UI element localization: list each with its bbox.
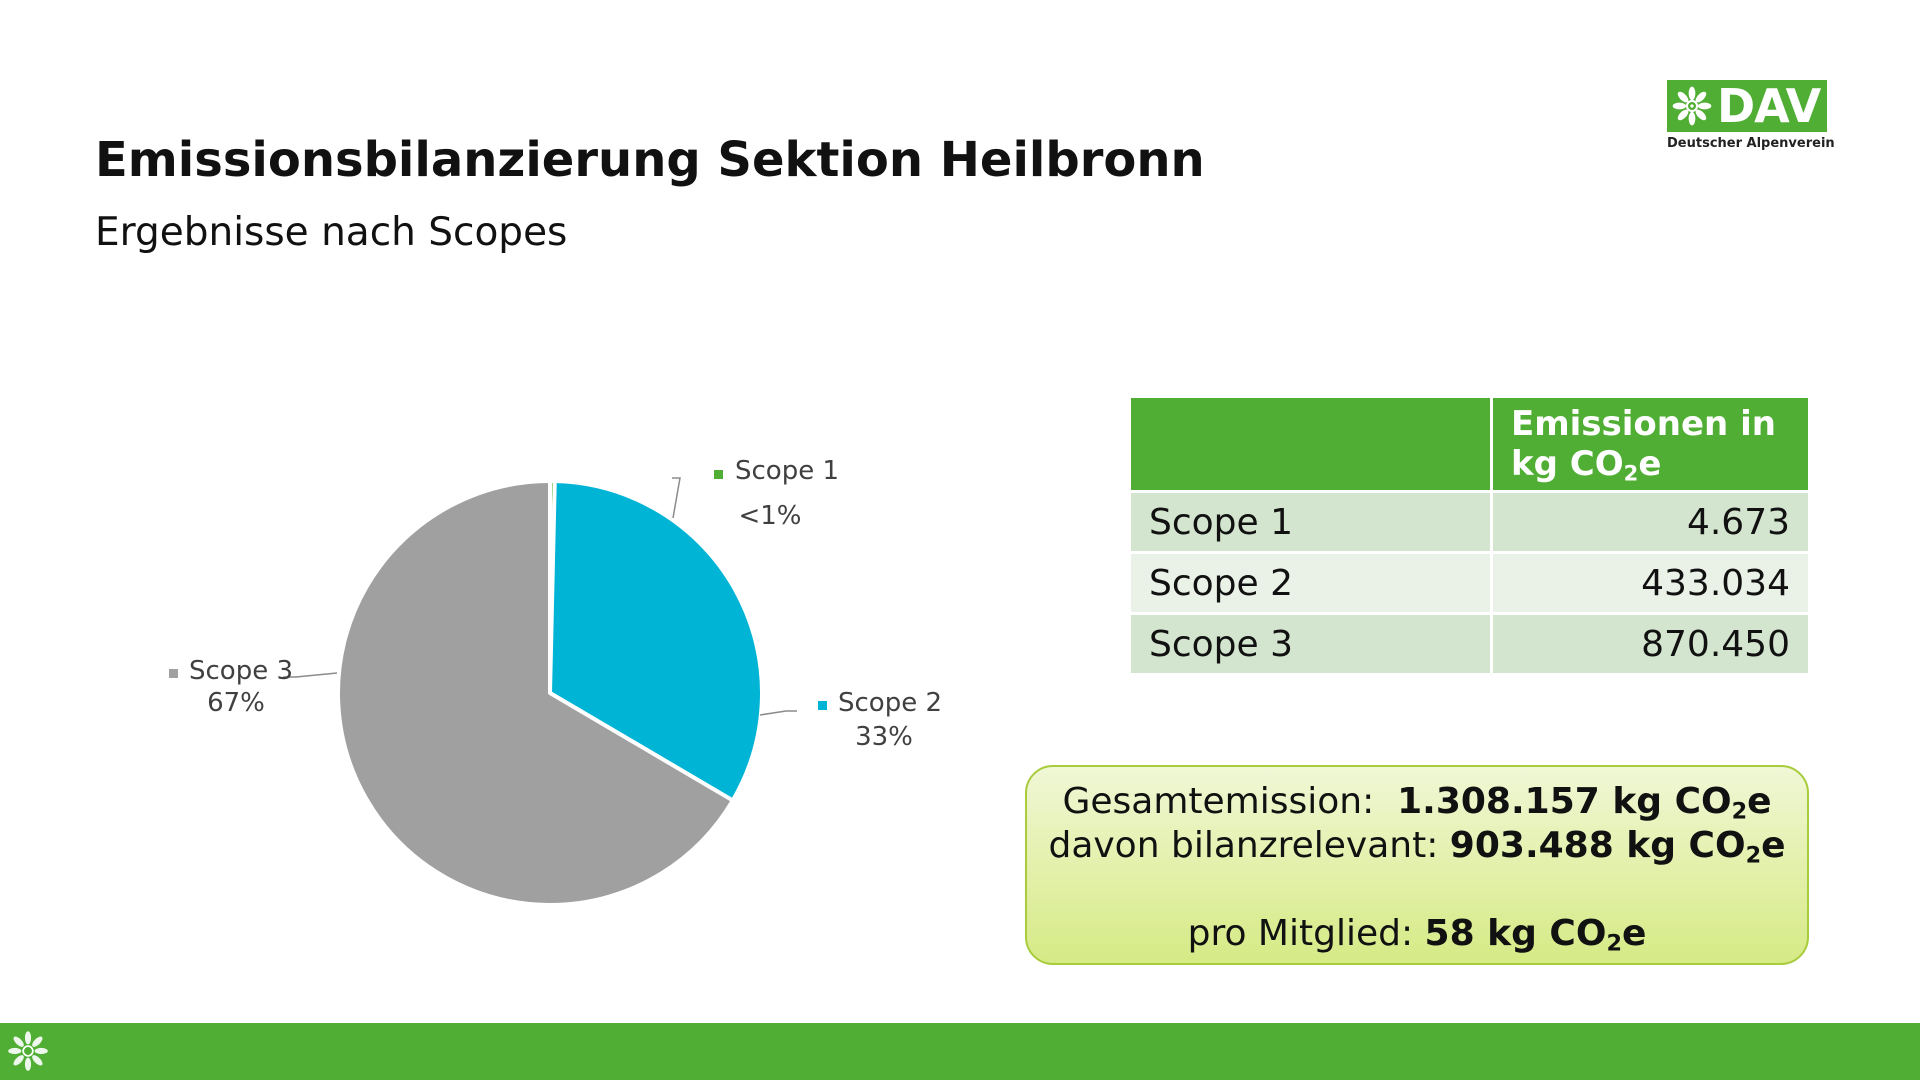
scope-pie-chart: Scope 1 <1% Scope 2 33% Scope 367% xyxy=(169,456,942,907)
slice-percent-label: <1% xyxy=(738,501,801,531)
summary-total-label: Gesamtemission: xyxy=(1062,781,1375,822)
summary-total-value: 1.308.157 kg CO2e xyxy=(1397,781,1772,825)
table-row: Scope 2 433.034 xyxy=(1128,551,1811,615)
table-row: Scope 3 870.450 xyxy=(1128,612,1811,676)
legend-marker xyxy=(818,701,827,710)
row-label: Scope 2 xyxy=(1128,551,1493,615)
table-header-empty xyxy=(1128,395,1493,493)
summary-member-label: pro Mitglied: xyxy=(1187,913,1414,954)
slide-title: Emissionsbilanzierung Sektion Heilbronn xyxy=(95,132,1205,188)
logo-tagline: Deutscher Alpenverein xyxy=(1667,136,1835,151)
summary-member-line: pro Mitglied: 58 kg CO2e xyxy=(1027,913,1807,957)
legend-marker xyxy=(169,669,178,678)
edelweiss-icon xyxy=(1672,86,1712,126)
dav-logo: DAV Deutscher Alpenverein xyxy=(1667,80,1835,151)
legend-marker xyxy=(714,470,723,479)
row-value: 870.450 xyxy=(1490,612,1811,676)
logo-badge: DAV xyxy=(1667,80,1827,132)
pie-slice-scope-3 xyxy=(336,479,735,907)
footer-bar xyxy=(0,1023,1920,1080)
row-label: Scope 3 xyxy=(1128,612,1493,676)
slice-name-label: Scope 2 xyxy=(838,688,942,718)
header-unit-subscript: 2 xyxy=(1623,460,1639,486)
slice-name-label: Scope 3 xyxy=(189,656,293,686)
row-label: Scope 1 xyxy=(1128,490,1493,554)
summary-total-line: Gesamtemission: 1.308.157 kg CO2e xyxy=(1027,781,1807,825)
summary-relevant-label: davon bilanzrelevant: xyxy=(1048,825,1439,866)
slice-name-label: Scope 1 xyxy=(735,456,839,486)
header-unit-tail: e xyxy=(1638,444,1662,484)
leader-line xyxy=(759,710,797,716)
header-unit: kg CO xyxy=(1511,444,1624,484)
summary-relevant-line: davon bilanzrelevant: 903.488 kg CO2e xyxy=(1027,825,1807,869)
header-line1: Emissionen in xyxy=(1511,404,1776,444)
leader-line xyxy=(672,477,681,519)
table-row: Scope 1 4.673 xyxy=(1128,490,1811,554)
leader-line xyxy=(283,672,338,678)
row-value: 433.034 xyxy=(1490,551,1811,615)
logo-wordmark: DAV xyxy=(1717,79,1821,133)
emission-summary-box: Gesamtemission: 1.308.157 kg CO2e davon … xyxy=(1025,765,1809,965)
table-header-row: Emissionen in kg CO2e xyxy=(1128,395,1811,493)
slice-percent-label: 33% xyxy=(855,722,913,752)
summary-member-value: 58 kg CO2e xyxy=(1424,913,1647,957)
row-value: 4.673 xyxy=(1490,490,1811,554)
slice-percent-label: 67% xyxy=(207,688,265,718)
slide-subtitle: Ergebnisse nach Scopes xyxy=(95,210,568,255)
table-header-emissions: Emissionen in kg CO2e xyxy=(1490,395,1811,493)
edelweiss-icon xyxy=(8,1031,48,1071)
emissions-table: Emissionen in kg CO2e Scope 1 4.673 Scop… xyxy=(1128,395,1811,676)
summary-relevant-value: 903.488 kg CO2e xyxy=(1449,825,1786,869)
pie-slice-scope-2 xyxy=(548,479,764,803)
